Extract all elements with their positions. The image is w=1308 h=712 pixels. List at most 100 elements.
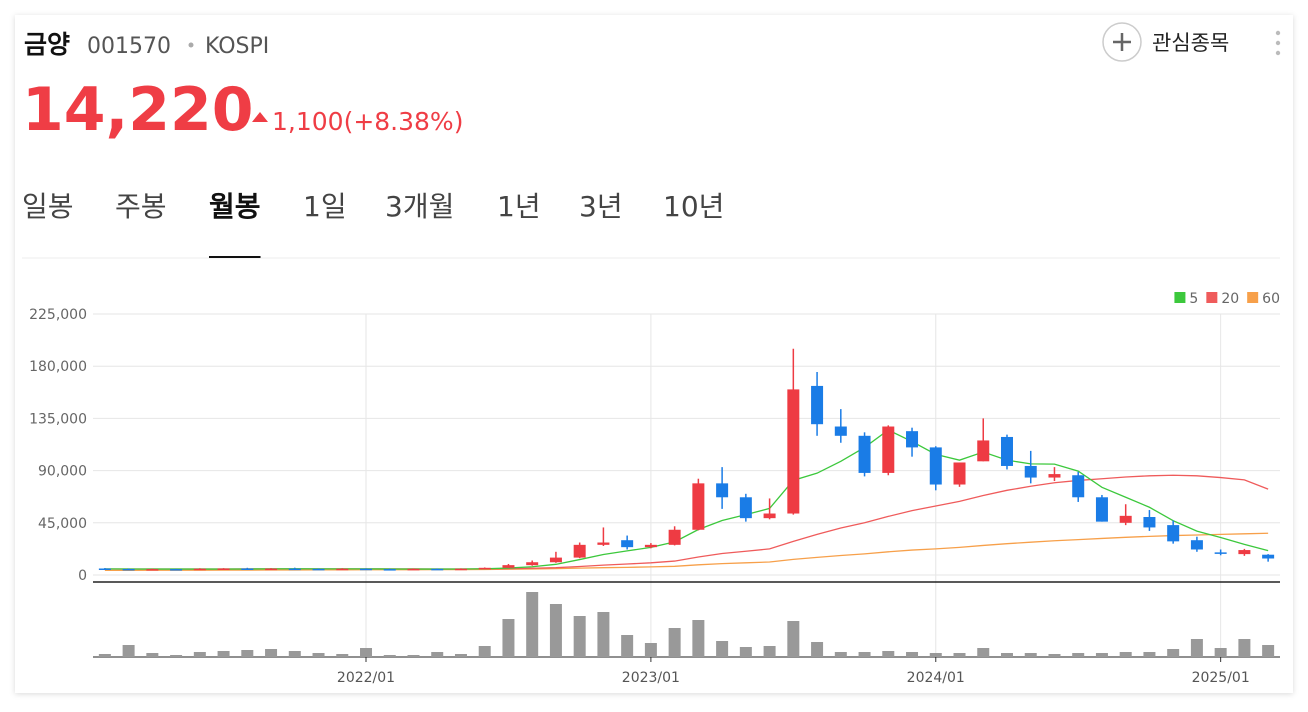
x-tick-label: 2022/01 xyxy=(337,670,395,686)
candle-body xyxy=(336,568,349,571)
candle-body xyxy=(668,529,681,545)
tab[interactable]: 10년 xyxy=(663,190,724,223)
volume-bar xyxy=(1214,648,1227,657)
candle-body xyxy=(360,568,373,571)
up-arrow xyxy=(252,112,268,122)
candle-body xyxy=(882,426,895,473)
candle-body xyxy=(454,568,467,571)
volume-bar xyxy=(193,652,206,657)
volume-bar xyxy=(549,604,562,657)
candle-body xyxy=(1238,550,1251,555)
tab[interactable]: 1일 xyxy=(303,190,347,223)
volume-bar xyxy=(977,648,990,657)
x-tick-label: 2023/01 xyxy=(622,670,680,686)
candle-body xyxy=(288,568,301,571)
volume-bar xyxy=(621,635,634,657)
candle-body xyxy=(644,544,657,548)
volume-bar xyxy=(882,651,895,657)
more-menu[interactable] xyxy=(1275,30,1281,56)
volume-bar xyxy=(336,654,349,657)
tab[interactable]: 주봉 xyxy=(115,190,167,223)
volume-bar xyxy=(953,653,966,657)
y-tick-label: 225,000 xyxy=(29,307,87,323)
volume-bar xyxy=(787,621,800,657)
volume-bar xyxy=(170,655,183,657)
y-tick-label: 135,000 xyxy=(29,411,87,427)
candle-body xyxy=(383,569,396,571)
x-tick-label: 2025/01 xyxy=(1192,670,1250,686)
candle-body xyxy=(431,568,444,571)
plus-icon xyxy=(1113,33,1131,51)
candle-body xyxy=(834,426,847,436)
candle-body xyxy=(1214,552,1227,554)
candle-body xyxy=(502,565,515,568)
price-change: 1,100(+8.38%) xyxy=(272,107,463,136)
candle-body xyxy=(241,568,254,571)
candle-body xyxy=(98,568,111,571)
tab[interactable]: 일봉 xyxy=(22,190,74,223)
candle-body xyxy=(193,568,206,571)
candle-body xyxy=(573,544,586,558)
volume-bar xyxy=(241,650,254,657)
volume-bar xyxy=(502,619,515,657)
watch-button[interactable]: 관심종목 xyxy=(1102,22,1229,62)
candle-body xyxy=(1048,474,1061,478)
volume-bar xyxy=(906,652,919,657)
tab[interactable]: 월봉 xyxy=(209,190,261,223)
volume-bar xyxy=(265,649,278,657)
legend-swatch xyxy=(1174,292,1186,303)
volume-bar xyxy=(1119,652,1132,657)
volume-bar xyxy=(1048,654,1061,657)
candle-body xyxy=(478,567,491,570)
y-tick-label: 45,000 xyxy=(38,516,87,532)
volume-bar xyxy=(454,654,467,657)
tab[interactable]: 3개월 xyxy=(385,190,454,223)
volume-bar xyxy=(1000,653,1013,657)
candle-body xyxy=(170,569,183,571)
volume-bar xyxy=(858,652,871,657)
candle-body xyxy=(1119,515,1132,523)
market: KOSPI xyxy=(205,34,269,59)
candle-body xyxy=(122,568,135,571)
volume-bar xyxy=(122,645,135,657)
candle-body xyxy=(977,440,990,462)
volume-bar xyxy=(146,653,159,657)
tab[interactable]: 1년 xyxy=(497,190,541,223)
candle-body xyxy=(526,562,539,566)
volume-bar xyxy=(431,652,444,657)
y-tick-label: 0 xyxy=(78,568,87,584)
candle-body xyxy=(739,497,752,519)
tab[interactable]: 3년 xyxy=(579,190,623,223)
volume-bar xyxy=(1143,652,1156,657)
y-tick-label: 180,000 xyxy=(29,359,87,375)
volume-bar xyxy=(692,620,705,657)
candle-body xyxy=(1143,517,1156,528)
legend-label: 20 xyxy=(1221,291,1239,307)
volume-bar xyxy=(1262,645,1275,657)
card xyxy=(15,15,1293,693)
legend-swatch xyxy=(1247,292,1259,303)
candle-body xyxy=(787,389,800,514)
candle-body xyxy=(953,462,966,485)
stock-code: 001570 xyxy=(87,34,171,59)
candle-body xyxy=(407,568,420,571)
candle-body xyxy=(716,483,729,498)
watch-label[interactable]: 관심종목 xyxy=(1152,31,1229,55)
candle-body xyxy=(858,435,871,473)
y-tick-label: 90,000 xyxy=(38,464,87,480)
candle-body xyxy=(1024,465,1037,478)
volume-bar xyxy=(312,653,325,657)
candle-body xyxy=(312,568,325,571)
volume-bar xyxy=(407,655,420,657)
candle-body xyxy=(217,568,230,571)
volume-bar xyxy=(668,628,681,657)
candle-body xyxy=(906,431,919,448)
volume-bar xyxy=(811,642,824,657)
volume-bar xyxy=(360,648,373,657)
candle-body xyxy=(1262,554,1275,559)
volume-bar xyxy=(526,592,539,657)
volume-bar xyxy=(716,641,729,657)
volume-bar xyxy=(98,654,111,657)
volume-bar xyxy=(739,647,752,657)
